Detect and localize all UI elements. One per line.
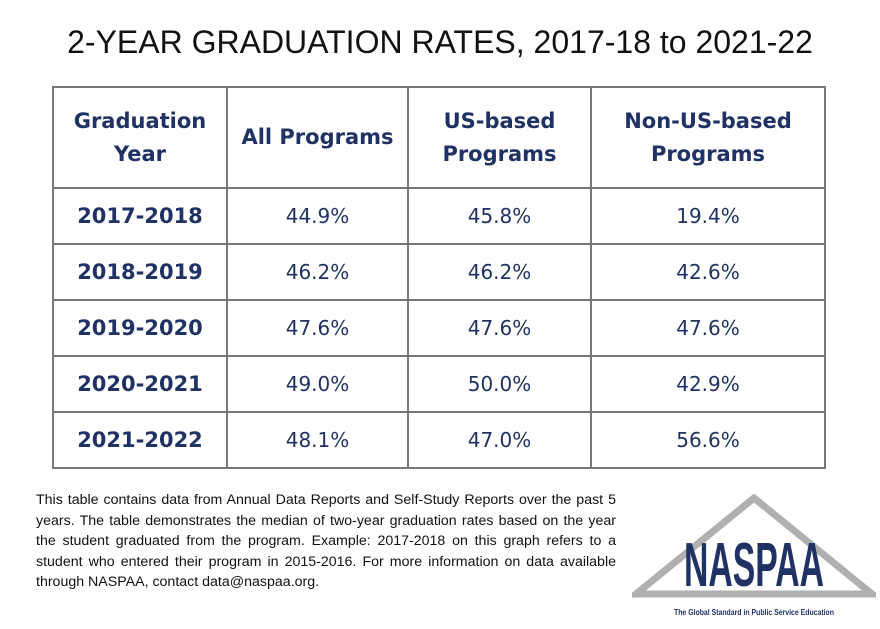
- rate-cell: 56.6%: [590, 411, 826, 469]
- rate-cell: 44.9%: [226, 187, 409, 245]
- rate-cell: 47.6%: [407, 299, 592, 357]
- table-row: 2017-2018 44.9% 45.8% 19.4%: [52, 187, 826, 245]
- table-row: 2020-2021 49.0% 50.0% 42.9%: [52, 355, 826, 413]
- svg-text:The Global Standard in Public: The Global Standard in Public Service Ed…: [674, 607, 834, 617]
- year-cell: 2018-2019: [52, 243, 228, 301]
- column-header: Graduation Year: [52, 86, 228, 189]
- year-cell: 2020-2021: [52, 355, 228, 413]
- rate-cell: 46.2%: [226, 243, 409, 301]
- footnote: This table contains data from Annual Dat…: [36, 492, 616, 590]
- year-cell: 2019-2020: [52, 299, 228, 357]
- rate-cell: 47.6%: [590, 299, 826, 357]
- svg-text:NASPAA: NASPAA: [684, 531, 824, 600]
- rate-cell: 50.0%: [407, 355, 592, 413]
- table-row: 2019-2020 47.6% 47.6% 47.6%: [52, 299, 826, 357]
- table-row: 2021-2022 48.1% 47.0% 56.6%: [52, 411, 826, 469]
- graduation-rates-table: Graduation Year All Programs US-based Progra…: [52, 86, 826, 469]
- rate-cell: 42.6%: [590, 243, 826, 301]
- naspaa-logo: NASPAA The Global Standard in Public Ser…: [632, 494, 876, 617]
- rate-cell: 47.6%: [226, 299, 409, 357]
- rate-cell: 49.0%: [226, 355, 409, 413]
- page-title: 2-YEAR GRADUATION RATES, 2017-18 to 2021…: [67, 24, 813, 60]
- rate-cell: 46.2%: [407, 243, 592, 301]
- rate-cell: 19.4%: [590, 187, 826, 245]
- year-cell: 2017-2018: [52, 187, 228, 245]
- column-header: All Programs: [226, 86, 409, 189]
- rate-cell: 47.0%: [407, 411, 592, 469]
- column-header: Non-US-based Programs: [590, 86, 826, 189]
- rate-cell: 45.8%: [407, 187, 592, 245]
- table-row: 2018-2019 46.2% 46.2% 42.6%: [52, 243, 826, 301]
- table-header-row: Graduation Year All Programs US-based Progra…: [52, 86, 826, 189]
- rate-cell: 48.1%: [226, 411, 409, 469]
- year-cell: 2021-2022: [52, 411, 228, 469]
- rate-cell: 42.9%: [590, 355, 826, 413]
- column-header: US-based Programs: [407, 86, 592, 189]
